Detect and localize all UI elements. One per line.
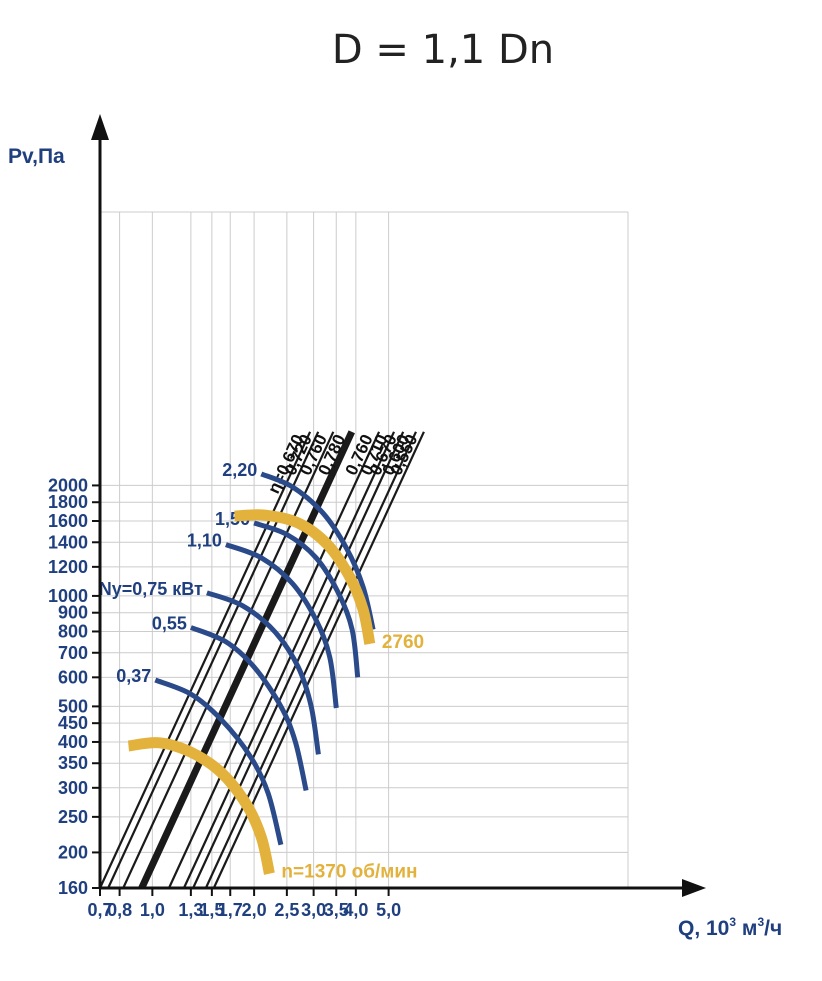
x-axis-unit-main: м — [736, 917, 757, 940]
y-tick-label-8: 600 — [58, 667, 88, 687]
x-tick-label-4: 1,5 — [199, 900, 224, 920]
y-tick-label-12: 1000 — [48, 586, 88, 606]
y-tick-label-15: 1600 — [48, 511, 88, 531]
y-tick-label-9: 700 — [58, 643, 88, 663]
chart-axes — [91, 114, 706, 897]
y-tick-label-10: 800 — [58, 621, 88, 641]
x-axis-unit-exponent: 3 — [757, 915, 764, 929]
efficiency-line-5 — [182, 431, 396, 889]
x-axis-label: Q, 103 м3/ч — [678, 915, 782, 940]
power-curve-1 — [189, 625, 309, 792]
power-curve-5 — [260, 471, 376, 631]
power-curve-4 — [253, 520, 361, 678]
power-label-2: Ny=0,75 кВт — [99, 579, 203, 599]
power-label-3: 1,10 — [187, 531, 222, 551]
x-tick-label-2: 1,0 — [140, 900, 165, 920]
efficiency-line-7 — [204, 431, 417, 889]
power-curve-2 — [206, 590, 321, 755]
y-tick-label-14: 1400 — [48, 532, 88, 552]
chart-grid — [100, 211, 629, 888]
y-tick-label-0: 160 — [58, 878, 88, 898]
power-curve-3 — [225, 542, 339, 709]
x-tick-label-10: 4,0 — [343, 900, 368, 920]
x-tick-label-3: 1,3 — [178, 900, 203, 920]
y-tick-label-6: 450 — [58, 713, 88, 733]
speed-label-0: n=1370 об/мин — [281, 862, 417, 883]
y-tick-label-16: 1800 — [48, 492, 88, 512]
x-tick-label-9: 3,5 — [324, 900, 349, 920]
power-label-5: 2,20 — [222, 460, 257, 480]
x-tick-label-8: 3,0 — [301, 900, 326, 920]
speed-curves: n=1370 об/мин 2760 — [127, 509, 424, 883]
y-tick-label-1: 200 — [58, 842, 88, 862]
y-tick-label-5: 400 — [58, 732, 88, 752]
efficiency-line-6 — [192, 431, 405, 889]
speed-label-1: 2760 — [382, 632, 424, 653]
x-tick-label-7: 2,5 — [274, 900, 299, 920]
y-tick-label-11: 900 — [58, 603, 88, 623]
x-axis-unit-tail: /ч — [764, 917, 782, 940]
x-tick-label-0: 0,7 — [87, 900, 112, 920]
efficiency-line-0 — [99, 431, 312, 889]
power-label-0: 0,37 — [116, 666, 151, 686]
x-tick-label-6: 2,0 — [242, 900, 267, 920]
x-tick-label-1: 0,8 — [107, 900, 132, 920]
y-tick-label-3: 300 — [58, 778, 88, 798]
x-tick-labels: 0,70,8 1,0 1,31,51,72,0 2,5 3,03,54,0 5,0 — [87, 888, 401, 920]
speed-curve-0 — [127, 737, 275, 875]
efficiency-line-2 — [122, 431, 335, 889]
efficiency-line-1 — [107, 431, 320, 889]
efficiency-lines: η=0,6700,7200,7600,7800,7600,7100,6700,6… — [99, 430, 425, 890]
y-tick-label-2: 250 — [58, 807, 88, 827]
y-axis-label: Pv,Па — [8, 145, 65, 168]
chart-title: D = 1,1 Dn — [332, 27, 554, 73]
y-tick-label-13: 1200 — [48, 557, 88, 577]
x-axis-label-exponent: 3 — [729, 915, 736, 929]
y-tick-label-4: 350 — [58, 753, 88, 773]
power-label-1: 0,55 — [152, 614, 187, 634]
power-curve-0 — [154, 677, 284, 846]
y-tick-label-17: 2000 — [48, 475, 88, 495]
y-tick-label-7: 500 — [58, 696, 88, 716]
x-tick-label-5: 1,7 — [218, 900, 243, 920]
x-axis-arrow — [682, 879, 706, 897]
x-tick-label-11: 5,0 — [376, 900, 401, 920]
y-axis-arrow — [91, 114, 109, 140]
speed-curve-1 — [234, 509, 376, 645]
x-axis-label-main: Q, 10 — [678, 917, 729, 940]
efficiency-line-4 — [167, 431, 381, 889]
